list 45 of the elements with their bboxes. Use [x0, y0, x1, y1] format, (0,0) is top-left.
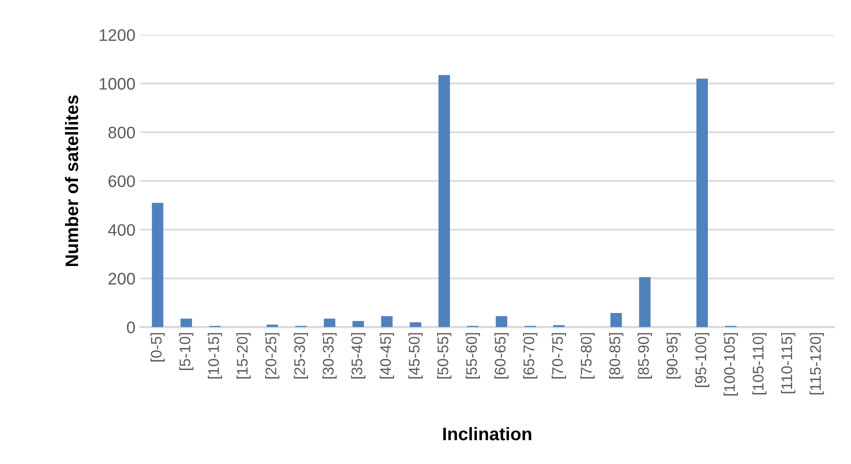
bar	[266, 324, 278, 328]
y-tick-label: 200	[108, 272, 135, 285]
x-tick-label: [5-10]	[179, 333, 194, 370]
bar	[639, 277, 651, 328]
x-tick-label: [95-100]	[695, 333, 710, 387]
x-tick-label: [50-55]	[437, 333, 452, 378]
bar	[324, 318, 336, 328]
x-tick-label: [75-80]	[580, 333, 595, 378]
bar	[610, 312, 622, 328]
y-tick-label: 1000	[100, 78, 135, 90]
x-tick-label: [80-85]	[609, 333, 624, 378]
bar	[696, 78, 708, 328]
x-tick-label: [110-115]	[781, 333, 796, 394]
x-tick-label: [30-35]	[322, 333, 337, 378]
x-tick-label: [115-120]	[810, 333, 824, 394]
y-tick-label: 600	[108, 175, 135, 188]
x-tick-label: [90-95]	[666, 333, 681, 378]
x-tick-label: [55-60]	[466, 333, 480, 378]
x-tick-label: [60-65]	[494, 333, 509, 378]
x-tick-label: [15-20]	[236, 333, 251, 378]
x-axis-title: Inclination	[443, 427, 532, 440]
bar	[496, 316, 508, 328]
x-tick-label: [35-40]	[351, 333, 366, 378]
y-tick-label: 0	[126, 322, 135, 334]
x-tick-label: [40-45]	[380, 333, 394, 378]
x-tick-label: [70-75]	[552, 333, 566, 378]
x-tick-label: [105-110]	[752, 333, 767, 394]
bar	[180, 318, 192, 328]
y-tick-label: 800	[108, 126, 135, 138]
x-tick-label: [65-70]	[523, 333, 538, 378]
bar	[352, 321, 364, 328]
x-tick-label: [10-15]	[208, 333, 222, 378]
bar	[438, 74, 450, 328]
y-axis-title: Number of satellites	[64, 95, 78, 266]
x-tick-label: [0-5]	[150, 333, 165, 362]
bar	[410, 322, 422, 328]
bar	[381, 316, 393, 328]
x-tick-label: [25-30]	[294, 333, 308, 378]
bar	[152, 202, 164, 328]
y-tick-label: 400	[108, 224, 135, 236]
x-tick-label: [85-90]	[638, 333, 652, 378]
y-tick-label: 1200	[100, 29, 135, 42]
x-tick-label: [100-105]	[724, 333, 738, 396]
x-tick-label: [20-25]	[265, 333, 280, 378]
x-tick-label: [45-50]	[408, 333, 423, 378]
